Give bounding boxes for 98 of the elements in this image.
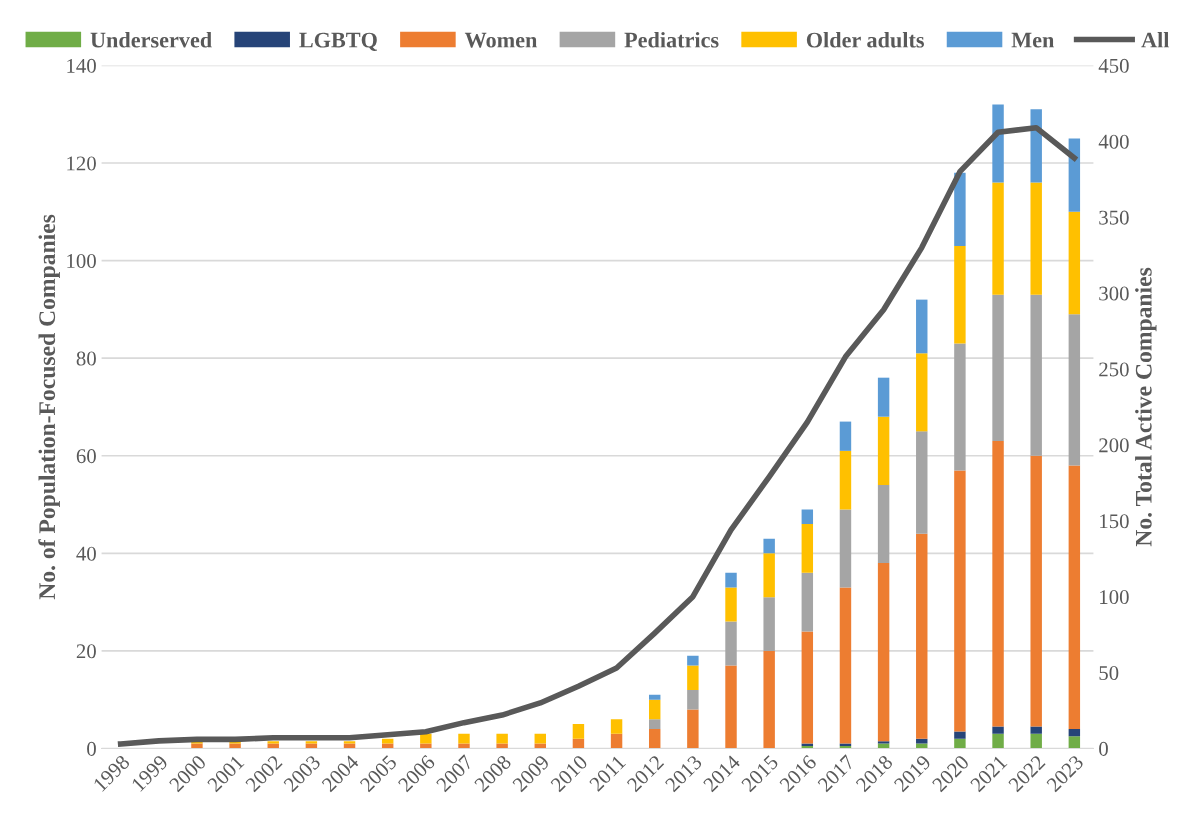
bar [763, 650, 775, 749]
legend-label: Older adults [806, 31, 924, 48]
bar [381, 738, 394, 744]
x-tick-label: 2001 [206, 754, 245, 793]
bar [1068, 465, 1081, 729]
y-tick-label: 80 [76, 351, 96, 366]
bar [649, 699, 661, 720]
bar [992, 733, 1004, 749]
y-tick-label: 100 [67, 253, 96, 269]
y-axis-title: No. of Population-Focused Companies [38, 214, 60, 600]
bar [687, 689, 699, 710]
x-tick-label: 2011 [588, 754, 627, 792]
y2-tick-label: 150 [1100, 514, 1129, 529]
y2-tick-label: 200 [1099, 438, 1129, 453]
bar [839, 509, 852, 588]
bar [1030, 726, 1042, 734]
bar [839, 587, 852, 744]
bar [687, 665, 699, 690]
bar [458, 733, 470, 744]
bar [916, 353, 928, 432]
bar [1030, 455, 1042, 727]
bar [1068, 736, 1081, 749]
bar [877, 563, 890, 742]
bar [687, 655, 699, 666]
bar [992, 104, 1004, 183]
bar [954, 172, 966, 246]
bar [916, 533, 928, 739]
bar [649, 719, 661, 729]
bar [877, 377, 890, 417]
bar [610, 719, 623, 734]
bar [877, 416, 890, 486]
y2-tick-label: 350 [1099, 210, 1129, 225]
bar [610, 733, 623, 749]
bar [725, 572, 737, 588]
y-tick-label: 40 [76, 546, 96, 561]
bar [801, 631, 814, 744]
bar [954, 731, 966, 739]
y2-tick-label: 50 [1099, 665, 1119, 681]
y2-tick-label: 300 [1099, 286, 1129, 301]
y-tick-label: 20 [76, 644, 96, 659]
legend-label: Women [464, 32, 538, 48]
bar [954, 470, 966, 732]
bar [534, 733, 546, 744]
bar [916, 431, 928, 534]
y2-axis-title: No. Total Active Companies [1135, 267, 1157, 547]
bar [839, 421, 852, 451]
bar [992, 294, 1004, 442]
bar [763, 597, 775, 651]
legend-label: LGBTQ [299, 32, 377, 51]
bar [725, 621, 737, 666]
bar [954, 245, 966, 344]
bar [801, 572, 814, 632]
bar [343, 741, 356, 744]
bar [992, 726, 1004, 734]
bar [801, 509, 814, 525]
bar [725, 587, 737, 622]
bar [992, 441, 1004, 727]
bar [954, 738, 966, 749]
bar [1068, 314, 1081, 466]
bar [649, 694, 661, 700]
x-tick-label: 2021 [969, 754, 1008, 793]
bar [1068, 728, 1081, 737]
bar [877, 485, 890, 564]
y2-tick-label: 400 [1098, 134, 1129, 149]
bar [763, 538, 775, 554]
legend-label: Men [1011, 32, 1055, 48]
bar [954, 343, 966, 471]
bar [305, 741, 318, 744]
bar [916, 299, 928, 354]
bar [1030, 294, 1042, 456]
bar [1030, 182, 1042, 295]
bar [725, 665, 737, 749]
y2-tick-label: 450 [1098, 58, 1129, 73]
legend-label: Pediatrics [624, 31, 719, 48]
y-tick-label: 140 [67, 58, 96, 73]
bar [420, 733, 432, 744]
y-tick-label: 0 [87, 741, 96, 756]
bar [801, 524, 814, 573]
bar [992, 182, 1004, 295]
y-tick-label: 120 [67, 156, 96, 171]
y2-tick-label: 100 [1100, 590, 1129, 605]
bar [267, 741, 279, 744]
bar [839, 450, 852, 510]
bar [1030, 733, 1042, 749]
bar [877, 741, 890, 744]
bar [687, 709, 699, 749]
bar [496, 733, 508, 744]
y2-tick-label: 250 [1099, 362, 1129, 377]
bar [916, 738, 928, 744]
legend-label: Underserved [90, 31, 212, 48]
bar [763, 553, 775, 598]
bar [649, 728, 661, 749]
y-tick-label: 60 [76, 449, 96, 464]
bar [572, 724, 585, 739]
bar [1068, 211, 1081, 315]
y2-tick-label: 0 [1099, 741, 1108, 756]
legend-label: All [1141, 31, 1170, 48]
bar [1030, 109, 1042, 183]
